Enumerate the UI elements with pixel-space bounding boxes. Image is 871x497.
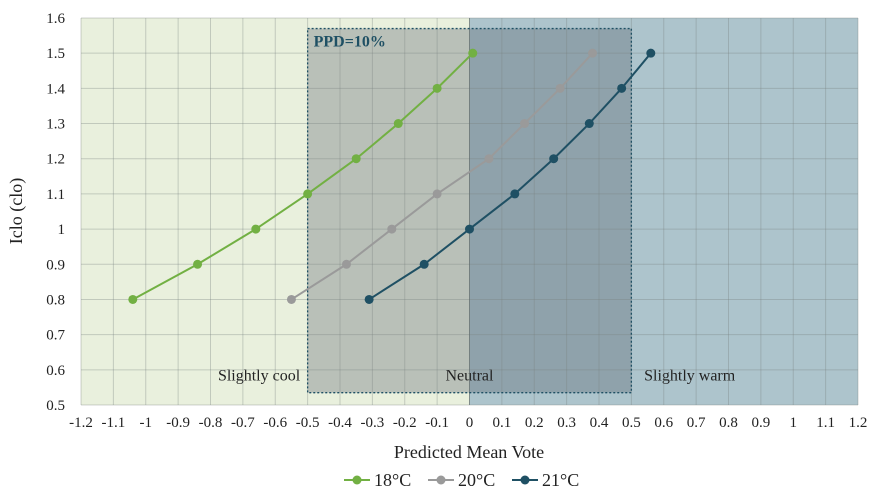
x-tick-label: -0.3 xyxy=(361,415,385,431)
data-point-21-c xyxy=(510,189,520,199)
data-point-21-c xyxy=(419,259,429,269)
x-tick-label: 0.1 xyxy=(493,415,512,431)
x-tick-label: 1.1 xyxy=(816,415,835,431)
legend-label: 20°C xyxy=(458,470,495,490)
data-point-21-c xyxy=(617,83,627,93)
x-tick-label: 0.5 xyxy=(622,415,641,431)
x-tick-label: 0.9 xyxy=(752,415,771,431)
region-label-slightly-cool: Slightly cool xyxy=(218,367,301,384)
x-tick-label: 0.8 xyxy=(719,415,738,431)
x-tick-labels: -1.2 -1.1 -1 -0.9 -0.8 -0.7 -0.6 -0.5 -0.4 -0.3 -0… xyxy=(69,415,867,431)
x-tick-label: -0.8 xyxy=(199,415,223,431)
series-layer xyxy=(128,48,656,304)
data-point-18-c xyxy=(351,154,361,164)
legend-label: 21°C xyxy=(542,470,579,490)
series-line-20-c xyxy=(290,52,594,301)
y-tick-label: 1.4 xyxy=(46,81,65,97)
x-tick-label: 0.2 xyxy=(525,415,544,431)
data-point-20-c xyxy=(387,224,397,234)
x-tick-label: 0.7 xyxy=(687,415,706,431)
y-tick-labels: 0.5 0.6 0.7 0.8 0.9 1 1.1 1.2 1.3 1.4 1.5 1.6 xyxy=(46,11,65,414)
y-tick-label: 1.1 xyxy=(46,187,65,203)
data-point-20-c xyxy=(484,154,494,164)
y-tick-label: 1.5 xyxy=(46,46,65,62)
y-axis-title: Iclo (clo) xyxy=(6,178,27,244)
data-point-20-c xyxy=(341,259,351,269)
data-point-21-c xyxy=(549,154,559,164)
legend-swatch-marker xyxy=(352,475,362,485)
x-tick-label: -1.1 xyxy=(102,415,126,431)
y-tick-label: 0.9 xyxy=(46,257,65,273)
data-point-21-c xyxy=(364,294,374,304)
series-line-18-c xyxy=(132,52,474,301)
region-overlap xyxy=(469,28,632,393)
legend-label: 18°C xyxy=(374,470,411,490)
x-tick-label: 1.2 xyxy=(849,415,868,431)
ppd-box-layer: PPD=10% xyxy=(306,27,633,394)
y-tick-label: 1 xyxy=(58,222,66,238)
x-tick-label: 0.4 xyxy=(590,415,609,431)
x-tick-label: -0.6 xyxy=(263,415,287,431)
data-point-21-c xyxy=(584,119,594,129)
ppd-label: PPD=10% xyxy=(314,34,386,51)
x-tick-label: 0 xyxy=(466,415,474,431)
x-tick-label: 0.6 xyxy=(654,415,673,431)
data-point-20-c xyxy=(520,119,530,129)
ppd-box xyxy=(306,27,633,394)
legend-swatch-marker xyxy=(436,475,446,485)
y-tick-label: 0.7 xyxy=(46,328,65,344)
data-point-18-c xyxy=(432,83,442,93)
y-tick-label: 1.3 xyxy=(46,117,65,133)
data-point-18-c xyxy=(128,294,138,304)
data-point-20-c xyxy=(432,189,442,199)
x-tick-label: 1 xyxy=(790,415,798,431)
data-point-18-c xyxy=(393,119,403,129)
data-point-21-c xyxy=(465,224,474,234)
series-line-21-c xyxy=(368,52,652,301)
region-label-slightly-warm: Slightly warm xyxy=(644,367,736,384)
legend-swatch-marker xyxy=(520,475,530,485)
x-tick-label: -0.2 xyxy=(393,415,417,431)
data-point-18-c xyxy=(303,189,313,199)
legend-item-20-c: 20°C xyxy=(428,470,495,490)
y-tick-label: 1.6 xyxy=(46,11,65,27)
x-tick-label: -0.4 xyxy=(328,415,352,431)
x-tick-label: -0.1 xyxy=(425,415,449,431)
y-tick-label: 1.2 xyxy=(46,152,65,168)
x-axis-title: Predicted Mean Vote xyxy=(394,442,544,462)
legend-item-21-c: 21°C xyxy=(512,470,579,490)
y-tick-label: 0.5 xyxy=(46,398,65,414)
data-point-18-c xyxy=(251,224,261,234)
data-point-21-c xyxy=(646,48,656,58)
x-tick-label: -1.2 xyxy=(69,415,93,431)
legend-item-18-c: 18°C xyxy=(344,470,411,490)
x-tick-label: -0.5 xyxy=(296,415,320,431)
y-tick-label: 0.6 xyxy=(46,363,65,379)
y-tick-label: 0.8 xyxy=(46,292,65,308)
legend: 18°C 20°C 21°C xyxy=(344,470,579,490)
data-point-20-c xyxy=(286,294,296,304)
data-point-20-c xyxy=(588,48,598,58)
data-point-18-c xyxy=(468,48,478,58)
data-point-20-c xyxy=(555,83,565,93)
x-tick-label: -1 xyxy=(140,415,153,431)
x-tick-label: -0.9 xyxy=(166,415,190,431)
data-point-18-c xyxy=(193,259,203,269)
x-tick-label: -0.7 xyxy=(231,415,255,431)
x-tick-label: 0.3 xyxy=(557,415,576,431)
